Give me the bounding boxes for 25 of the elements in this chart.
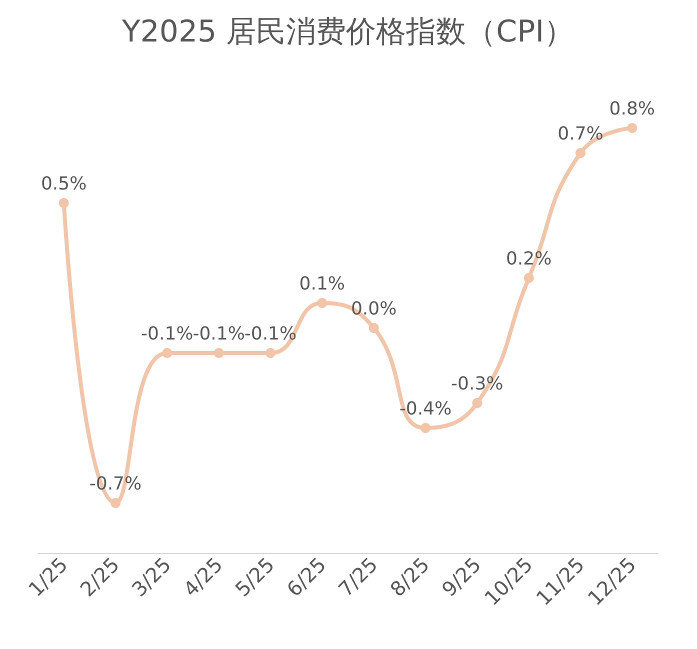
data-label: -0.4% xyxy=(399,398,452,420)
data-label: 0.5% xyxy=(40,174,87,194)
chart-title: Y2025 居民消费价格指数（CPI） xyxy=(120,14,574,50)
point xyxy=(266,348,276,358)
data-label: -0.7% xyxy=(89,474,142,494)
data-label: 0.0% xyxy=(350,298,397,320)
point xyxy=(472,398,482,408)
point xyxy=(524,273,534,283)
point xyxy=(110,498,120,508)
data-label: 0.8% xyxy=(609,98,656,120)
point xyxy=(368,323,379,333)
point xyxy=(420,423,430,433)
data-label: -0.1% xyxy=(192,324,245,344)
data-label: -0.3% xyxy=(451,374,504,394)
point xyxy=(58,198,69,208)
point xyxy=(576,148,586,158)
point xyxy=(317,298,328,308)
data-label: -0.1% xyxy=(244,324,297,344)
data-label: 0.1% xyxy=(299,274,346,294)
data-label: 0.2% xyxy=(506,248,552,270)
data-label: 0.7% xyxy=(558,124,604,144)
point xyxy=(214,348,224,358)
point xyxy=(627,123,638,133)
point xyxy=(162,348,172,358)
data-label: -0.1% xyxy=(141,324,194,344)
